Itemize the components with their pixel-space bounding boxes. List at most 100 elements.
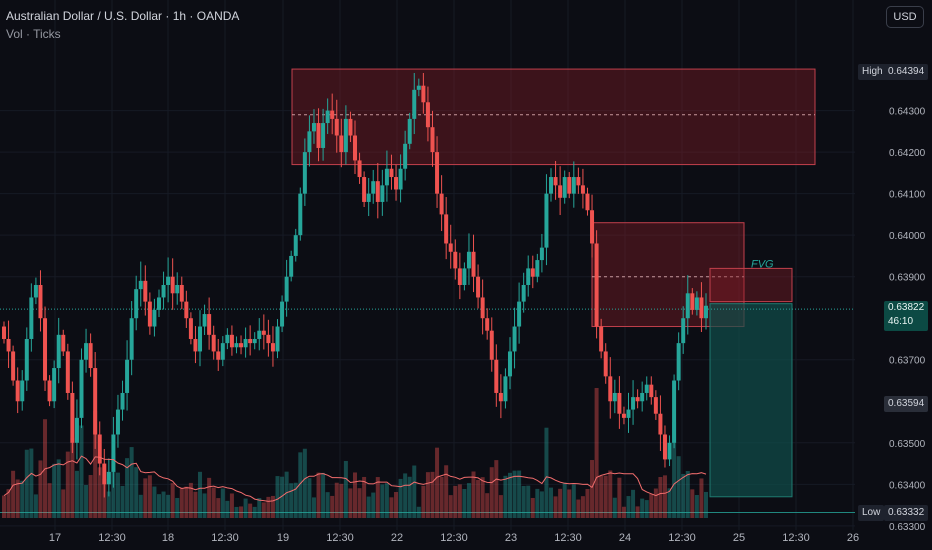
volume-bar — [421, 485, 426, 518]
volume-bar — [585, 489, 590, 518]
candle-body — [617, 392, 622, 414]
volume-bar — [357, 488, 362, 518]
candle-body — [293, 235, 298, 256]
fvg-label: FVG — [751, 258, 774, 270]
volume-bar — [284, 471, 289, 518]
volume-bar — [261, 502, 266, 518]
candle-body — [229, 334, 234, 348]
volume-bar — [120, 485, 125, 518]
candle-body — [298, 193, 303, 236]
volume-bar — [384, 483, 389, 518]
volume-bar — [580, 496, 585, 518]
volume-bar — [353, 472, 357, 518]
candle-body — [70, 392, 75, 443]
volume-bar — [535, 488, 540, 518]
volume-bar — [257, 498, 262, 518]
volume-bar — [608, 470, 613, 518]
time-tick-label: 12:30 — [782, 532, 810, 544]
volume-bar — [252, 506, 257, 518]
candle-body — [553, 177, 558, 186]
volume-bar — [293, 482, 298, 518]
candle-body — [444, 214, 449, 244]
candle-body — [79, 359, 84, 418]
candle-body — [29, 297, 34, 339]
volume-bar — [65, 451, 70, 518]
volume-bar — [494, 460, 499, 518]
candle-body — [47, 380, 52, 402]
candle-body — [558, 185, 563, 198]
time-tick-label: 12:30 — [211, 532, 239, 544]
candle-body — [704, 305, 708, 319]
candle-body — [503, 376, 508, 402]
volume-bar — [88, 475, 93, 518]
candle-body — [152, 309, 157, 327]
candle-body — [289, 255, 294, 277]
candle-body — [280, 301, 285, 327]
volume-bar — [184, 486, 189, 518]
price-tick-label: 0.63300 — [889, 522, 926, 533]
volume-bar — [170, 483, 175, 518]
price-tick-label: 0.64100 — [889, 190, 926, 201]
volume-bar — [216, 498, 221, 518]
symbol-title[interactable]: Australian Dollar / U.S. Dollar · 1h · O… — [6, 9, 240, 23]
candle-body — [649, 384, 654, 398]
candle-body — [2, 326, 6, 339]
small-fvg-zone — [709, 267, 793, 303]
time-tick-label: 17 — [49, 532, 61, 544]
currency-button[interactable]: USD — [886, 6, 924, 28]
volume-bar — [33, 494, 38, 518]
candle-body — [526, 268, 531, 285]
volume-bar — [102, 478, 107, 518]
candle-body — [699, 297, 704, 319]
volume-bar — [549, 487, 554, 518]
volume-bar — [6, 489, 11, 518]
candle-body — [580, 185, 585, 194]
price-tick-label: 0.63500 — [889, 439, 926, 450]
candle-body — [243, 338, 248, 348]
upper-supply-zone — [291, 68, 816, 166]
low-value-tag: 0.63332 — [884, 504, 929, 521]
candle-body — [407, 118, 412, 144]
candle-body — [416, 85, 421, 90]
candle-body — [476, 276, 481, 298]
volume-indicator-label[interactable]: Vol · Ticks — [6, 27, 61, 41]
candle-body — [311, 123, 316, 132]
candle-body — [284, 276, 289, 302]
volume-bar — [225, 500, 230, 518]
candle-body — [61, 334, 66, 352]
volume-bar — [694, 494, 699, 518]
price-tick-label: 0.63400 — [889, 480, 926, 491]
candle-body — [115, 409, 120, 435]
volume-bar — [512, 470, 517, 518]
time-tick-label: 26 — [847, 532, 859, 544]
volume-bar — [266, 496, 271, 518]
candle-body — [97, 434, 102, 464]
volume-bar — [621, 506, 626, 518]
candle-body — [11, 351, 16, 381]
candle-body — [594, 243, 599, 327]
volume-bar — [207, 477, 212, 518]
volume-bar — [403, 473, 408, 518]
volume-bar — [466, 483, 471, 518]
time-tick-label: 12:30 — [440, 532, 468, 544]
candle-body — [521, 285, 526, 302]
candle-body — [24, 338, 29, 381]
candle-body — [676, 343, 681, 381]
volume-bar — [129, 447, 134, 518]
candle-body — [143, 280, 148, 302]
price-tick-label: 0.64300 — [889, 107, 926, 118]
candle-body — [539, 247, 544, 261]
candle-body — [435, 152, 440, 194]
volume-bar — [649, 493, 654, 518]
time-tick-label: 18 — [162, 532, 174, 544]
candle-body — [156, 297, 161, 310]
time-tick-label: 12:30 — [668, 532, 696, 544]
candle-body — [412, 89, 417, 119]
candle-body — [489, 330, 494, 360]
volume-bar — [635, 506, 640, 518]
candle-body — [421, 85, 426, 103]
volume-bar — [198, 471, 203, 518]
price-tick-label: 0.63900 — [889, 273, 926, 284]
volume-bar — [239, 506, 244, 518]
